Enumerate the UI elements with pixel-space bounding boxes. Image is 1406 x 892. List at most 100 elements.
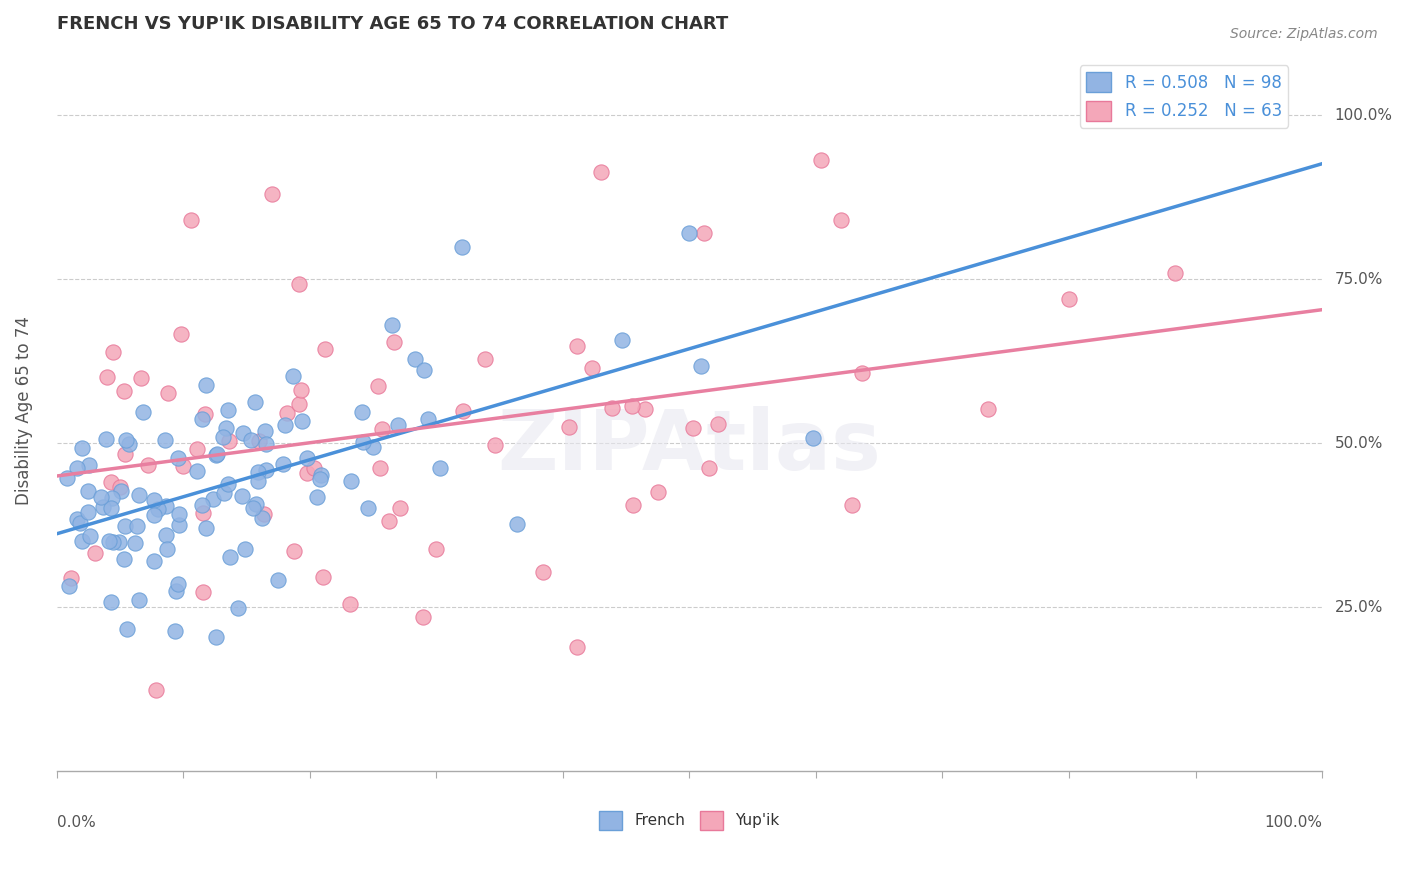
- Point: [58, 579, 80, 593]
- Point: [474, 351, 496, 366]
- Point: [142, 508, 165, 522]
- Text: 100.0%: 100.0%: [1334, 108, 1393, 123]
- Point: [350, 405, 373, 419]
- Point: [305, 490, 328, 504]
- Point: [194, 521, 217, 535]
- Point: [70, 534, 93, 549]
- Point: [212, 429, 235, 443]
- Point: [101, 345, 124, 359]
- Point: [253, 507, 276, 521]
- Point: [309, 467, 332, 482]
- Point: [172, 459, 194, 474]
- Point: [91, 500, 114, 514]
- Point: [114, 447, 136, 461]
- Point: [142, 493, 165, 508]
- Point: [368, 460, 391, 475]
- Point: [118, 436, 141, 450]
- Point: [602, 401, 624, 416]
- Point: [100, 595, 122, 609]
- Point: [274, 418, 297, 433]
- Point: [169, 517, 191, 532]
- Point: [190, 411, 212, 425]
- Point: [589, 165, 612, 179]
- Point: [169, 507, 191, 521]
- Point: [810, 153, 832, 167]
- Point: [180, 213, 202, 227]
- Point: [166, 451, 188, 466]
- Point: [191, 498, 214, 512]
- Point: [295, 451, 318, 466]
- Point: [110, 480, 132, 494]
- Point: [254, 437, 277, 451]
- Point: [302, 461, 325, 475]
- Point: [60, 571, 83, 585]
- Point: [382, 334, 405, 349]
- Point: [506, 517, 529, 532]
- Point: [312, 570, 335, 584]
- Point: [339, 598, 361, 612]
- Point: [165, 583, 187, 598]
- Point: [558, 419, 581, 434]
- Point: [260, 187, 283, 202]
- Point: [425, 541, 447, 556]
- Point: [841, 498, 863, 512]
- Point: [801, 431, 824, 445]
- Point: [295, 466, 318, 480]
- Point: [101, 491, 124, 505]
- Point: [1057, 292, 1080, 306]
- Point: [387, 417, 409, 432]
- Point: [232, 426, 254, 441]
- Point: [205, 448, 228, 462]
- Point: [247, 434, 270, 448]
- Point: [70, 441, 93, 455]
- Point: [252, 511, 274, 525]
- Point: [245, 497, 267, 511]
- Point: [191, 584, 214, 599]
- Point: [215, 421, 238, 435]
- Point: [247, 465, 270, 479]
- Y-axis label: Disability Age 65 to 74: Disability Age 65 to 74: [15, 316, 32, 505]
- Point: [247, 474, 270, 488]
- Point: [357, 500, 380, 515]
- Point: [231, 489, 253, 503]
- Point: [413, 363, 436, 377]
- Point: [129, 371, 152, 385]
- Point: [77, 458, 100, 473]
- Point: [361, 440, 384, 454]
- Text: FRENCH VS YUP'IK DISABILITY AGE 65 TO 74 CORRELATION CHART: FRENCH VS YUP'IK DISABILITY AGE 65 TO 74…: [56, 15, 728, 33]
- Point: [186, 442, 208, 457]
- Point: [380, 318, 402, 333]
- Point: [288, 277, 311, 292]
- Text: Source: ZipAtlas.com: Source: ZipAtlas.com: [1230, 27, 1378, 41]
- Point: [621, 498, 644, 512]
- Point: [1164, 266, 1187, 280]
- Point: [977, 402, 1000, 417]
- Point: [217, 477, 239, 491]
- Point: [281, 369, 304, 384]
- Point: [851, 366, 873, 380]
- Point: [90, 490, 112, 504]
- Point: [291, 414, 314, 428]
- Text: 75.0%: 75.0%: [1334, 272, 1384, 287]
- Point: [340, 475, 363, 489]
- Point: [404, 352, 426, 367]
- Point: [450, 239, 472, 253]
- Point: [157, 386, 180, 401]
- Point: [124, 536, 146, 550]
- Text: 100.0%: 100.0%: [1264, 814, 1322, 830]
- Point: [66, 512, 89, 526]
- Point: [240, 433, 263, 447]
- Point: [389, 501, 412, 516]
- Point: [378, 514, 401, 528]
- Point: [634, 402, 657, 417]
- Point: [682, 421, 704, 435]
- Point: [194, 408, 217, 422]
- Point: [531, 566, 554, 580]
- Point: [128, 488, 150, 502]
- Point: [218, 434, 240, 448]
- Point: [96, 370, 118, 384]
- Point: [217, 402, 239, 417]
- Point: [186, 464, 208, 478]
- Point: [100, 475, 122, 489]
- Point: [114, 519, 136, 533]
